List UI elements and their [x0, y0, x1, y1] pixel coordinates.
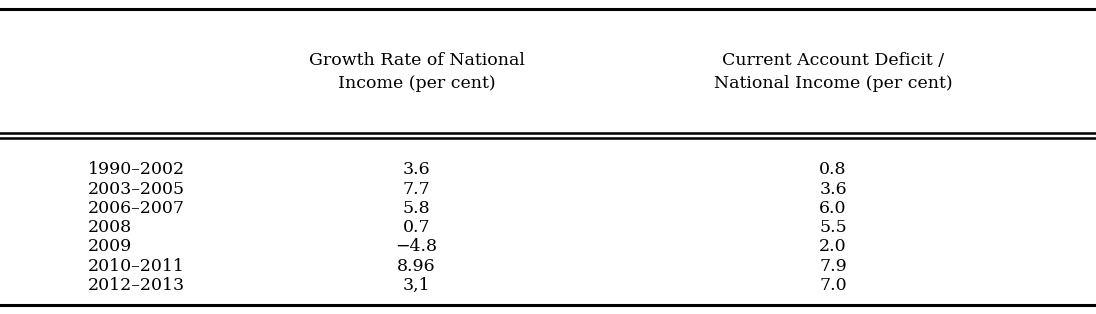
Text: 0.7: 0.7: [402, 219, 431, 236]
Text: 2.0: 2.0: [819, 238, 847, 255]
Text: 2008: 2008: [88, 219, 132, 236]
Text: 7.0: 7.0: [819, 277, 847, 294]
Text: 3.6: 3.6: [402, 161, 431, 178]
Text: 1990–2002: 1990–2002: [88, 161, 185, 178]
Text: 6.0: 6.0: [819, 200, 847, 217]
Text: 3.6: 3.6: [819, 181, 847, 198]
Text: 5.5: 5.5: [819, 219, 847, 236]
Text: 2006–2007: 2006–2007: [88, 200, 185, 217]
Text: 5.8: 5.8: [402, 200, 431, 217]
Text: 7.7: 7.7: [402, 181, 431, 198]
Text: 3,1: 3,1: [402, 277, 431, 294]
Text: 0.8: 0.8: [819, 161, 847, 178]
Text: 7.9: 7.9: [819, 258, 847, 275]
Text: Current Account Deficit /
National Income (per cent): Current Account Deficit / National Incom…: [713, 52, 952, 92]
Text: −4.8: −4.8: [396, 238, 437, 255]
Text: 2012–2013: 2012–2013: [88, 277, 185, 294]
Text: 2009: 2009: [88, 238, 132, 255]
Text: Growth Rate of National
Income (per cent): Growth Rate of National Income (per cent…: [309, 52, 524, 92]
Text: 2003–2005: 2003–2005: [88, 181, 185, 198]
Text: 8.96: 8.96: [397, 258, 436, 275]
Text: 2010–2011: 2010–2011: [88, 258, 184, 275]
